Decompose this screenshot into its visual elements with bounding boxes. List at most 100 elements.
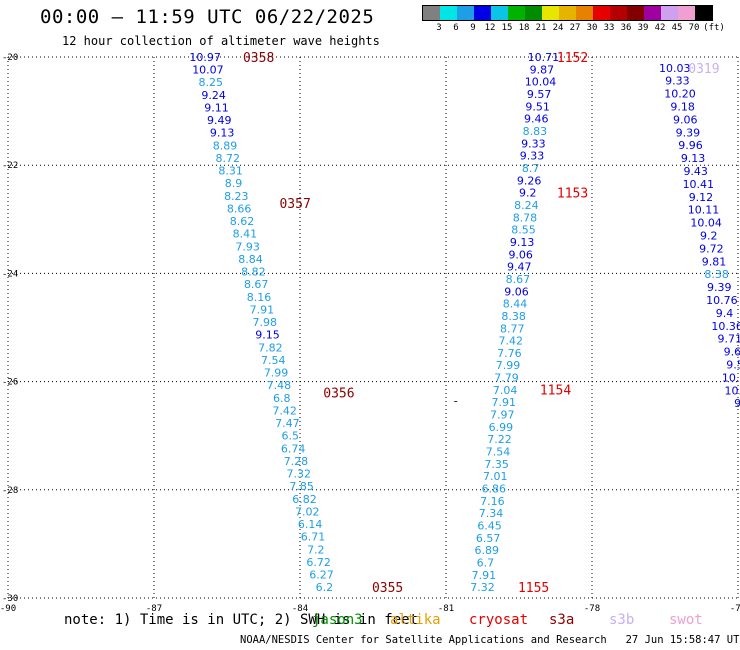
wave-height-value: 6.74 [281, 442, 306, 455]
pass-id-label: 0355 [372, 581, 403, 596]
wave-height-value: 8.7 [522, 162, 540, 175]
y-tick-label: -20 [2, 53, 18, 63]
wave-height-value: 9.06 [504, 285, 529, 298]
wave-height-value: 8.41 [233, 228, 258, 241]
note-text: note: 1) Time is in UTC; 2) SWH is in fe… [64, 612, 419, 628]
wave-height-value: 9.4 [716, 307, 734, 320]
y-tick-label: -24 [2, 269, 18, 279]
x-tick-label: -84 [292, 604, 308, 614]
wave-height-value: 6.99 [489, 421, 514, 434]
wave-height-value: 10.71 [528, 51, 560, 64]
colorbar-swatch [457, 6, 474, 20]
colorbar-label: 6 [453, 23, 459, 33]
wave-height-value: 6.5 [282, 430, 300, 443]
wave-height-value: 9.11 [204, 101, 229, 114]
wave-height-value: 10.76 [706, 294, 738, 307]
y-tick-label: -30 [2, 594, 18, 604]
wave-height-value: 7.97 [490, 409, 515, 422]
pass-id-label: 0356 [323, 386, 354, 401]
wave-height-value: 6.8 [273, 392, 291, 405]
wave-height-value: 9.12 [689, 191, 714, 204]
colorbar-label: 36 [620, 23, 632, 33]
colorbar-label: 70 [688, 23, 700, 33]
wave-height-value: 7.99 [264, 367, 289, 380]
pass-id-label: 0357 [279, 197, 310, 212]
wave-height-value: 9.33 [520, 150, 545, 163]
wave-height-value: 7.2 [307, 543, 325, 556]
wave-height-value: 7.16 [480, 495, 505, 508]
wave-height-value: 9.24 [201, 89, 226, 102]
colorbar-label: 3 [436, 23, 442, 33]
x-tick-label: -90 [0, 604, 16, 614]
wave-height-value: 8.66 [227, 202, 252, 215]
pass-id-label: 1153 [557, 186, 588, 201]
y-tick-label: -22 [2, 161, 18, 171]
wave-height-value: 8.38 [704, 268, 729, 281]
wave-height-value: 7.04 [493, 384, 518, 397]
wave-height-value: 8.77 [500, 322, 525, 335]
wave-height-value: 7.22 [487, 433, 512, 446]
wave-height-value: 6.27 [309, 569, 334, 582]
wave-height-value: 10.04 [525, 76, 557, 89]
wave-height-value: 7.35 [484, 458, 509, 471]
colorbar-swatch [695, 6, 712, 20]
wave-height-value: 7.99 [496, 359, 521, 372]
colorbar-label: 24 [552, 23, 564, 33]
wave-height-value: 8.84 [238, 253, 263, 266]
pass-id-label: 1155 [518, 581, 549, 596]
wave-height-value: 7.32 [470, 581, 495, 594]
wave-height-value: 6.7 [477, 557, 495, 570]
wave-height-value: 10.41 [683, 178, 715, 191]
wave-height-value: 6.45 [477, 520, 502, 533]
colorbar-label: 39 [637, 23, 649, 33]
wave-height-value: 8.55 [511, 224, 536, 237]
wave-height-value: 9.71 [718, 333, 740, 346]
satellite-legend-cryosat: cryosat [469, 612, 529, 628]
wave-height-value: 7.76 [497, 347, 522, 360]
wave-height-value: 9.39 [676, 126, 701, 139]
colorbar-label: 42 [654, 23, 666, 33]
pass-id-label: 0319 [688, 62, 719, 77]
wave-height-value: 8.78 [513, 211, 538, 224]
wave-height-value: 9.72 [699, 242, 724, 255]
wave-height-value: 9.13 [681, 152, 706, 165]
wave-height-value: 10.11 [688, 204, 720, 217]
wave-height-value: 8.83 [523, 125, 548, 138]
wave-height-value: 8.67 [244, 278, 269, 291]
wave-height-value: 10.07 [192, 64, 224, 77]
wave-height-value: 9.26 [517, 174, 542, 187]
colorbar-label: 21 [535, 23, 547, 33]
wave-height-value: 10.20 [724, 384, 740, 397]
credit-text: NOAA/NESDIS Center for Satellite Applica… [240, 634, 740, 646]
colorbar-label: 45 [671, 23, 683, 33]
wave-height-value: 9.13 [510, 236, 535, 249]
y-tick-label: -26 [2, 378, 18, 388]
wave-height-colorbar: 3 6 9 12 15 18 21 24 27 30 33 36 39 42 45 70 (ft) [422, 5, 725, 35]
wave-height-value: 6.86 [482, 483, 507, 496]
track-marker: - [454, 395, 458, 408]
colorbar-label: 15 [501, 23, 513, 33]
colorbar-swatch [593, 6, 610, 20]
wave-height-value: 8.44 [503, 298, 528, 311]
wave-height-value: 7.01 [483, 470, 508, 483]
wave-height-value: 7.91 [472, 569, 497, 582]
wave-height-value: 9.15 [255, 329, 280, 342]
y-tick-label: -28 [2, 486, 18, 496]
colorbar-swatches [422, 5, 713, 21]
colorbar-unit: (ft) [703, 23, 725, 33]
wave-height-value: 7.34 [479, 507, 504, 520]
wave-height-value: 8.62 [230, 215, 255, 228]
wave-height-value: 7.79 [494, 372, 519, 385]
wave-height-value: 7.98 [252, 316, 277, 329]
wave-height-value: 7.85 [289, 480, 314, 493]
wave-height-value: 8.23 [224, 190, 249, 203]
colorbar-labels: 3 6 9 12 15 18 21 24 27 30 33 36 39 42 45 70 (ft) [422, 21, 725, 35]
chart-subtitle: 12 hour collection of altimeter wave hei… [62, 34, 380, 48]
wave-height-value: 9.06 [508, 248, 533, 261]
wave-height-value: 6.89 [474, 544, 499, 557]
wave-height-value: 10.36 [711, 320, 740, 333]
wave-height-value: 10.97 [189, 51, 221, 64]
wave-height-value: 8.38 [501, 310, 526, 323]
wave-height-value: 7.91 [250, 303, 275, 316]
